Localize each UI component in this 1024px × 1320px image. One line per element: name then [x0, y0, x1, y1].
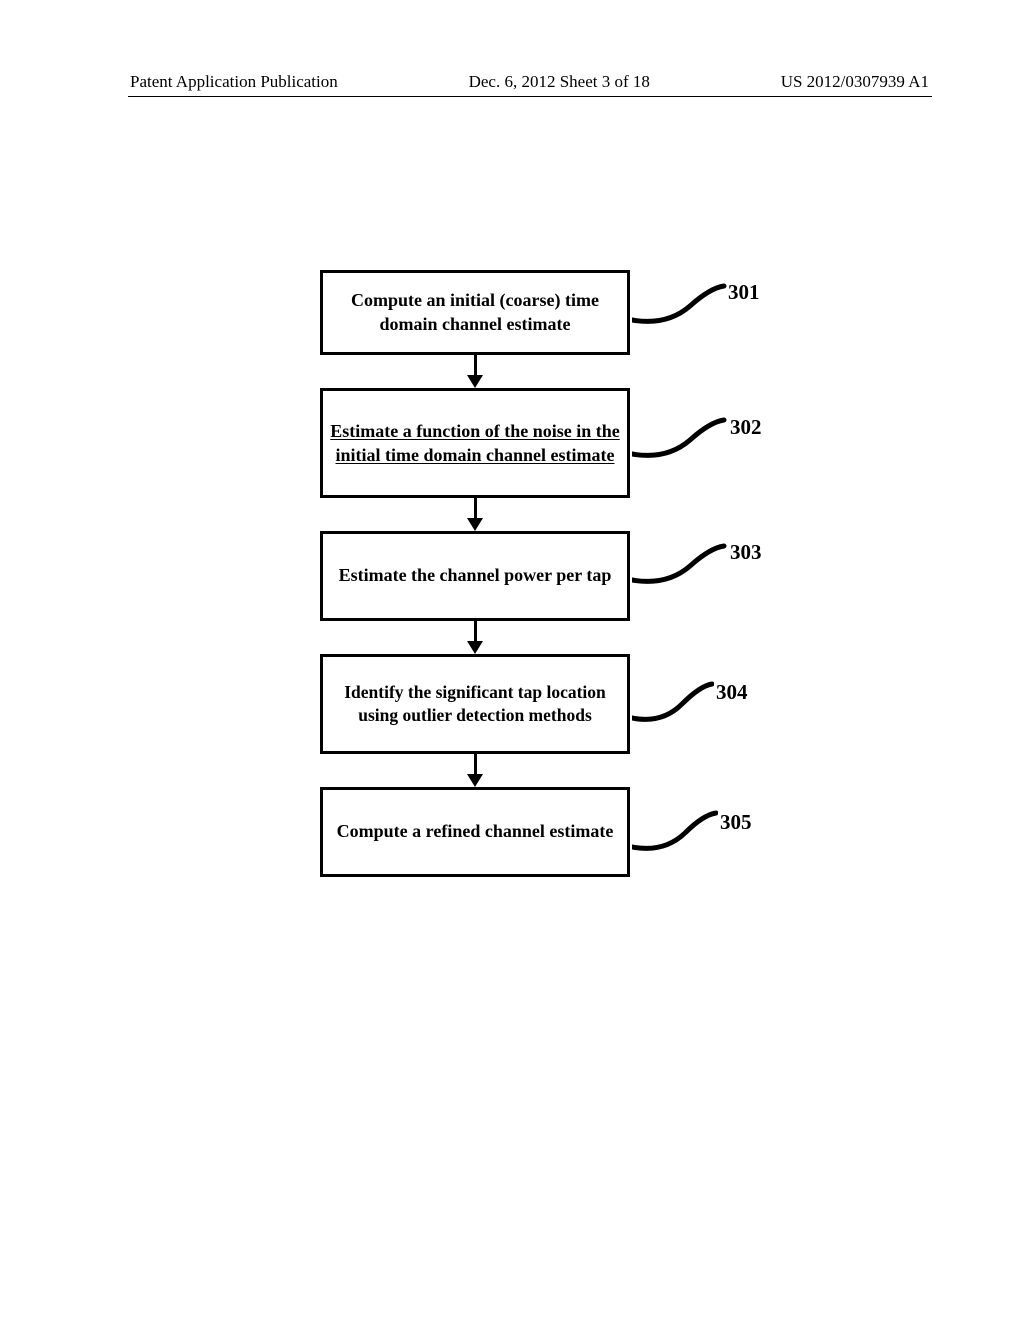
page-header: Patent Application Publication Dec. 6, 2…: [0, 72, 1024, 92]
callout-label-302: 302: [730, 415, 762, 440]
swoosh-icon-303: [632, 538, 727, 586]
callout-label-304: 304: [716, 680, 748, 705]
arrow-1-2: [320, 355, 630, 388]
box-1-text: Compute an initial (coarse) time domain …: [323, 289, 627, 336]
flowchart-container: Compute an initial (coarse) time domain …: [320, 270, 630, 877]
flowchart-box-2: Estimate a function of the noise in the …: [320, 388, 630, 498]
arrow-4-5: [320, 754, 630, 787]
flowchart-box-4: Identify the significant tap location us…: [320, 654, 630, 754]
callout-label-305: 305: [720, 810, 752, 835]
arrow-3-4: [320, 621, 630, 654]
arrow-line: [474, 621, 477, 643]
callout-label-303: 303: [730, 540, 762, 565]
swoosh-icon-301: [632, 278, 727, 326]
box-2-text: Estimate a function of the noise in the …: [323, 419, 627, 468]
arrow-head: [467, 774, 483, 787]
box-5-text: Compute a refined channel estimate: [337, 820, 614, 843]
header-left-text: Patent Application Publication: [130, 72, 338, 92]
swoosh-icon-302: [632, 412, 727, 460]
flowchart-box-3: Estimate the channel power per tap: [320, 531, 630, 621]
flowchart-box-5: Compute a refined channel estimate: [320, 787, 630, 877]
arrow-2-3: [320, 498, 630, 531]
box-4-text: Identify the significant tap location us…: [323, 681, 627, 727]
callout-label-301: 301: [728, 280, 760, 305]
header-right-text: US 2012/0307939 A1: [781, 72, 929, 92]
arrow-head: [467, 518, 483, 531]
swoosh-icon-304: [632, 676, 714, 724]
arrow-line: [474, 754, 477, 776]
header-center-text: Dec. 6, 2012 Sheet 3 of 18: [469, 72, 650, 92]
arrow-head: [467, 375, 483, 388]
flowchart-box-1: Compute an initial (coarse) time domain …: [320, 270, 630, 355]
swoosh-icon-305: [632, 805, 718, 853]
arrow-head: [467, 641, 483, 654]
arrow-line: [474, 355, 477, 377]
header-underline: [128, 96, 932, 97]
arrow-line: [474, 498, 477, 520]
box-3-text: Estimate the channel power per tap: [339, 564, 612, 587]
